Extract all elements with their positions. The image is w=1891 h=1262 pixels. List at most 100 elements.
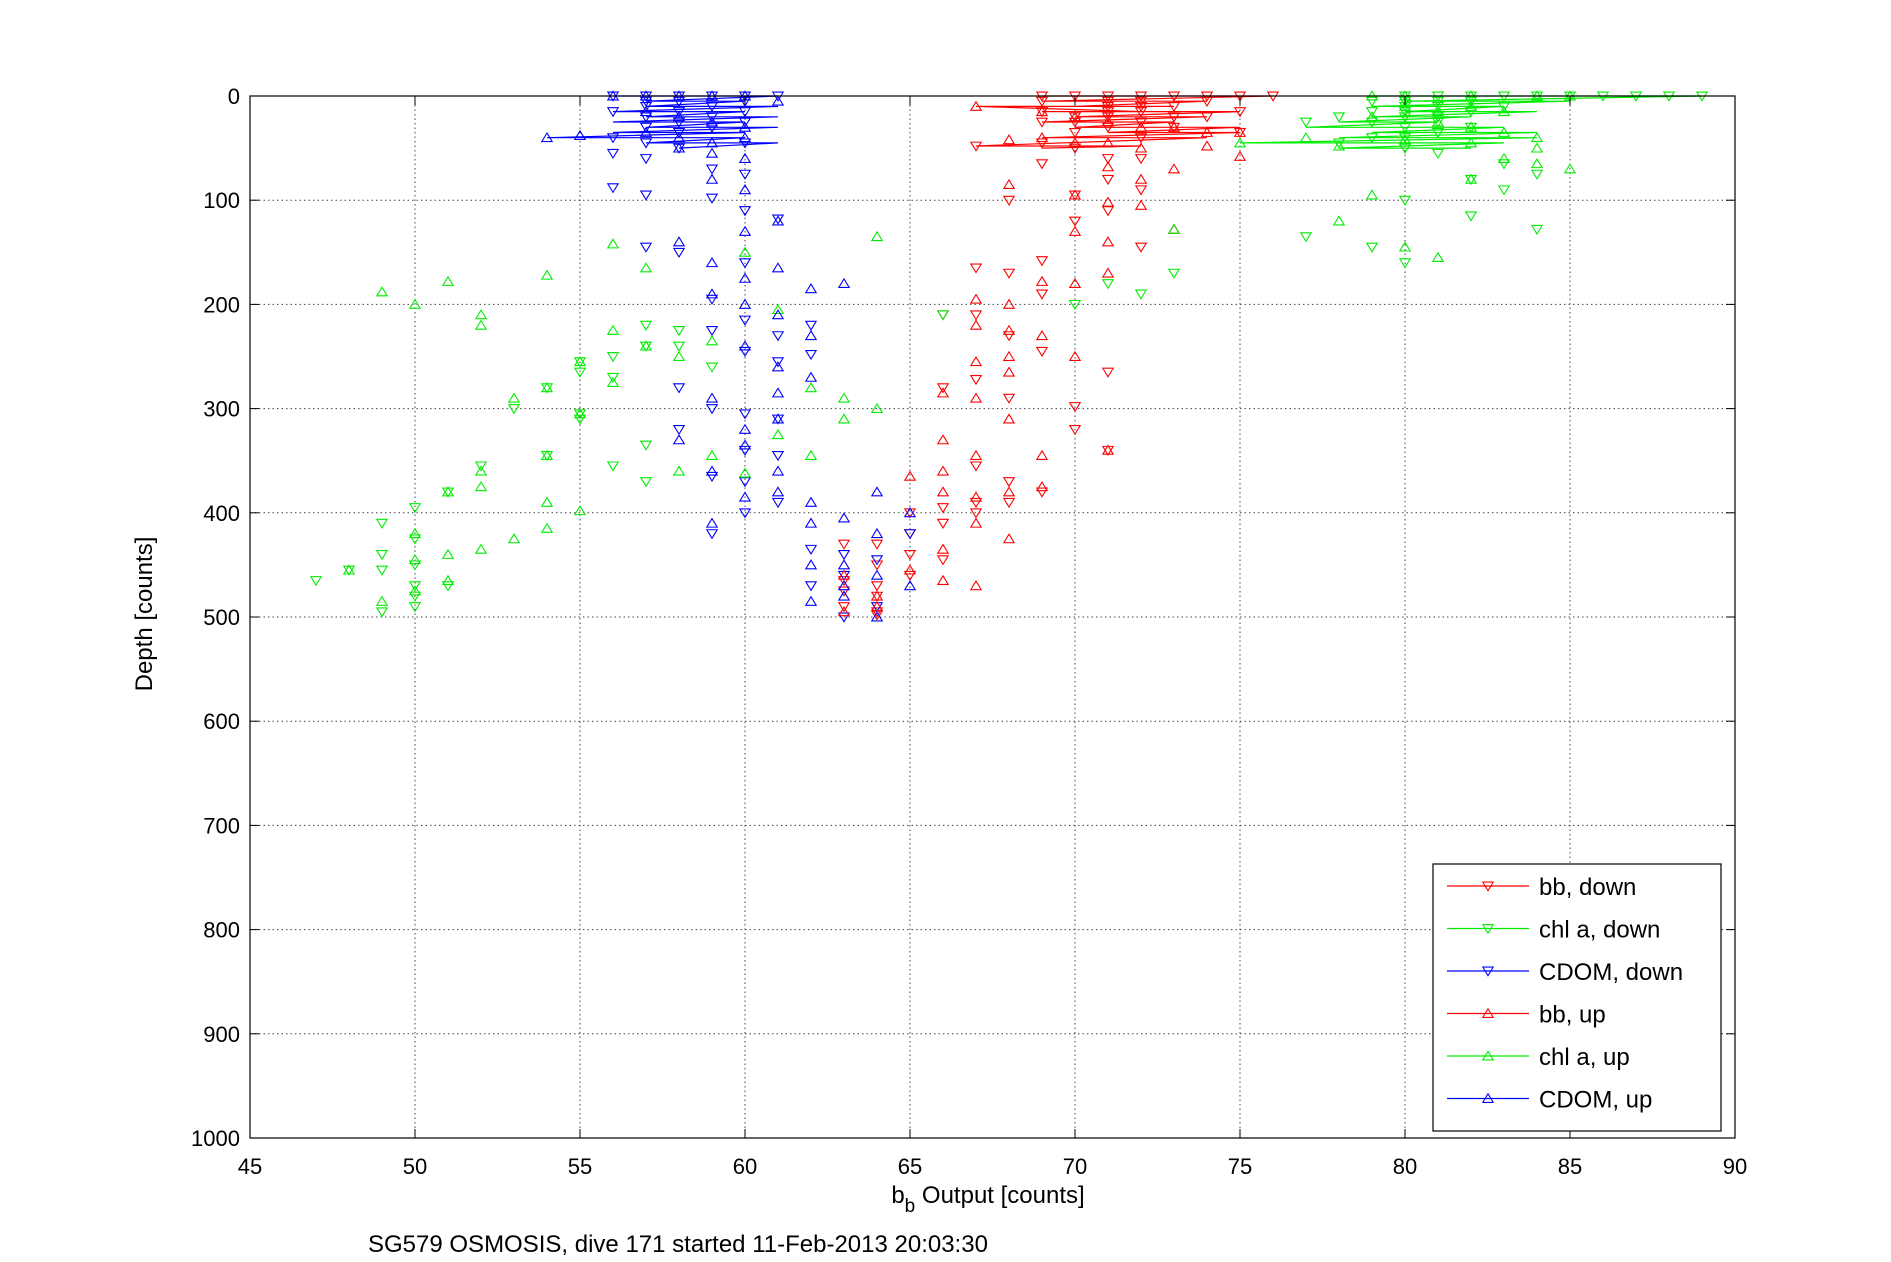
data-point [1134, 185, 1148, 196]
data-point [474, 309, 488, 320]
legend-label: chl a, down [1539, 917, 1660, 944]
data-point [804, 371, 818, 382]
y-tick-label: 100 [203, 188, 240, 213]
data-point [1035, 346, 1049, 358]
data-point [540, 496, 554, 507]
data-point [606, 324, 620, 335]
x-tick-label: 80 [1393, 1154, 1417, 1179]
data-point [969, 497, 983, 509]
data-point [837, 602, 851, 613]
data-point [1497, 126, 1511, 137]
data-point [1002, 134, 1016, 145]
data-point [969, 449, 983, 460]
data-point [705, 392, 719, 403]
y-tick-label: 300 [203, 397, 240, 422]
data-point [1101, 174, 1115, 186]
data-point [1365, 107, 1379, 118]
data-point [870, 555, 884, 566]
data-point [936, 555, 950, 566]
data-point [771, 262, 785, 273]
data-point [474, 319, 488, 330]
data-point [705, 122, 719, 134]
data-point [738, 246, 752, 257]
data-point [1101, 161, 1115, 172]
data-point [1497, 159, 1511, 170]
data-point [1035, 487, 1049, 498]
data-point [837, 569, 851, 580]
data-point [738, 121, 752, 132]
data-point [672, 131, 686, 143]
data-point [705, 404, 719, 415]
data-point [738, 467, 752, 478]
data-point [1398, 134, 1412, 145]
data-point [1398, 195, 1412, 206]
data-point [936, 387, 950, 398]
data-point [1530, 142, 1544, 153]
figure-caption: SG579 OSMOSIS, dive 171 started 11-Feb-2… [368, 1231, 988, 1258]
x-axis-label: bb Output [counts] [891, 1182, 1084, 1217]
data-point [1035, 329, 1049, 341]
data-point [606, 461, 620, 472]
data-point [837, 550, 851, 561]
data-point [1134, 121, 1148, 132]
data-point [1365, 189, 1379, 200]
data-point [672, 111, 686, 122]
data-point [672, 117, 686, 128]
data-point [1431, 105, 1445, 117]
data-point [1134, 289, 1148, 300]
data-point [870, 486, 884, 497]
data-point [1035, 481, 1049, 492]
data-point [1002, 497, 1016, 509]
data-point [1101, 107, 1115, 118]
series-cdom-down [606, 91, 917, 623]
data-point [738, 508, 752, 519]
data-point [1002, 298, 1016, 309]
data-point [309, 576, 323, 587]
data-point [1035, 105, 1049, 117]
data-point [1068, 277, 1082, 289]
data-point [1002, 486, 1016, 497]
data-point [1530, 131, 1544, 143]
data-point [1134, 107, 1148, 118]
data-point [705, 471, 719, 483]
data-point [771, 215, 785, 226]
data-point [1398, 122, 1412, 134]
data-point [1101, 96, 1115, 107]
data-point [375, 518, 389, 529]
data-point [639, 101, 653, 113]
y-tick-label: 400 [203, 501, 240, 526]
x-tick-label: 65 [898, 1154, 922, 1179]
x-tick-label: 50 [403, 1154, 427, 1179]
data-point [1101, 154, 1115, 165]
data-point [705, 116, 719, 127]
data-point [573, 129, 587, 141]
data-point [837, 586, 851, 597]
data-point [1167, 268, 1181, 279]
data-point [1365, 133, 1379, 144]
data-point [1002, 178, 1016, 190]
data-point [1398, 133, 1412, 144]
data-point [1101, 112, 1115, 123]
data-point [1035, 256, 1049, 267]
data-point [936, 574, 950, 585]
data-point [1002, 195, 1016, 206]
data-point [639, 138, 653, 149]
data-point [1035, 449, 1049, 460]
series-line [1239, 95, 1703, 149]
data-point [474, 481, 488, 492]
data-point [738, 152, 752, 163]
data-point [1002, 393, 1016, 404]
data-point [408, 602, 422, 613]
data-point [1497, 101, 1511, 113]
data-point [837, 606, 851, 617]
data-point [672, 247, 686, 259]
data-point [1101, 444, 1115, 455]
data-point [408, 298, 422, 309]
data-point [771, 95, 785, 106]
data-point [705, 256, 719, 268]
data-point [969, 491, 983, 502]
data-point [1299, 131, 1313, 143]
legend-marker [1481, 1050, 1495, 1061]
data-point [1464, 173, 1478, 184]
data-point [705, 288, 719, 299]
